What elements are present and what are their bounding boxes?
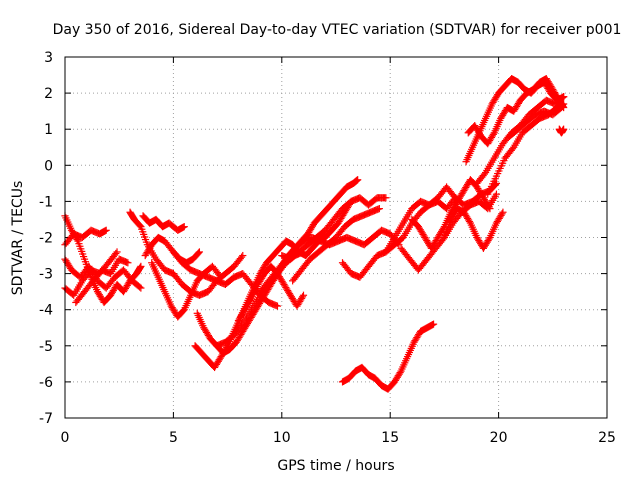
x-tick-label: 5: [169, 430, 178, 446]
x-tick-label: 25: [598, 430, 616, 446]
x-tick-label: 0: [61, 430, 70, 446]
data-points: [61, 75, 568, 393]
series-track-18: [338, 320, 438, 393]
y-tick-label: 0: [44, 158, 53, 174]
x-axis-label: GPS time / hours: [277, 458, 394, 474]
y-tick-label: 3: [44, 50, 53, 66]
chart-title: Day 350 of 2016, Sidereal Day-to-day VTE…: [53, 22, 622, 38]
y-tick-label: 1: [44, 122, 53, 138]
y-tick-label: -3: [39, 267, 53, 283]
y-tick-label: -6: [39, 375, 53, 391]
y-axis-label: SDTVAR / TECUs: [10, 181, 26, 296]
y-tick-label: -7: [39, 411, 53, 427]
series-track-14: [234, 262, 308, 325]
x-tick-label: 20: [490, 430, 508, 446]
series-track-25: [464, 75, 568, 148]
ticks-layer: 0 5 10 15 20 25 -7 -6 -5 -4 -3 -2 -1 0 1 2 3: [39, 50, 616, 446]
series-track-7: [139, 212, 188, 234]
y-tick-label: -1: [39, 194, 53, 210]
x-tick-label: 15: [381, 430, 399, 446]
series-track-5: [72, 255, 132, 307]
y-tick-label: -4: [39, 303, 53, 319]
series-track-16: [278, 194, 390, 263]
series-track-22: [408, 176, 494, 252]
x-tick-label: 10: [273, 430, 291, 446]
series-track-2: [61, 226, 110, 249]
series-track-28: [505, 103, 566, 141]
y-tick-label: 2: [44, 86, 53, 102]
series-track-17: [289, 205, 383, 285]
y-tick-label: -5: [39, 339, 53, 355]
series-track-23: [440, 205, 507, 252]
series-track-27: [484, 100, 568, 198]
y-tick-label: -2: [39, 231, 53, 247]
series-track-29: [555, 125, 568, 137]
plot-frame: [64, 56, 608, 419]
